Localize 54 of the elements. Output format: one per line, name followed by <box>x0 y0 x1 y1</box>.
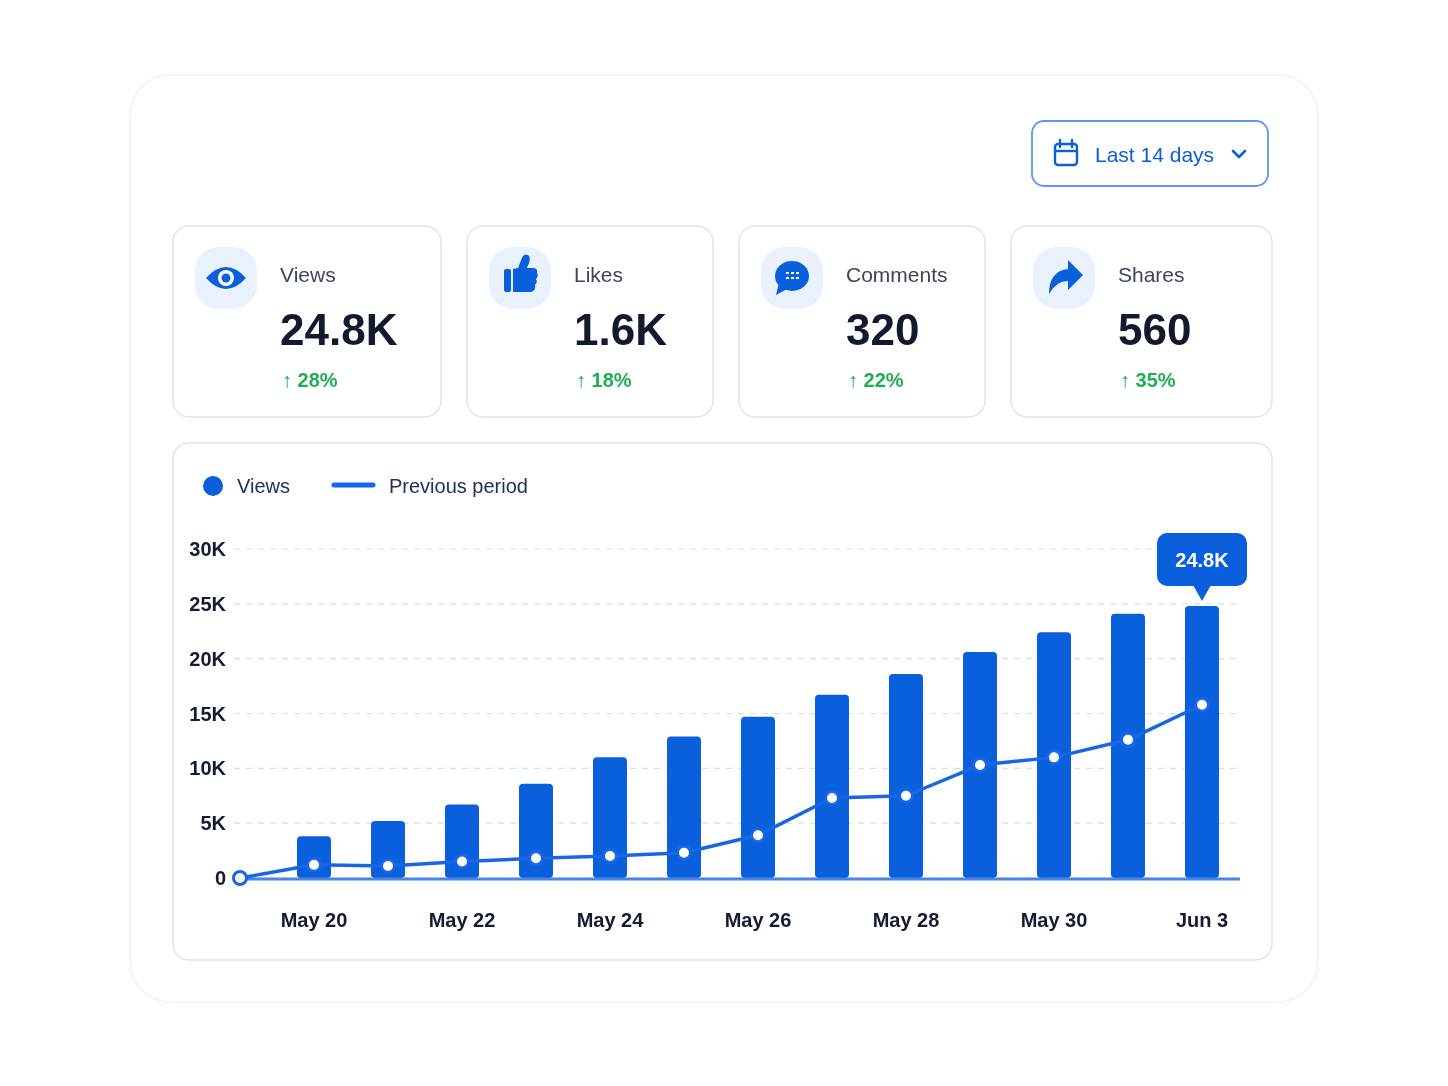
point <box>898 787 914 804</box>
bar <box>519 783 553 878</box>
text: Last 14 days <box>1095 143 1215 166</box>
point <box>380 857 396 874</box>
x-tick-label: May 22 <box>428 909 496 931</box>
bar <box>667 736 701 878</box>
y-tick-label: 5K <box>200 812 227 835</box>
point <box>676 844 692 861</box>
y-tick-label: 30K <box>189 538 227 560</box>
data-label: 24.8K <box>1175 549 1230 572</box>
text: ↑ 22% <box>848 369 904 391</box>
bar <box>1111 613 1145 878</box>
y-tick-label: 0 <box>214 867 226 889</box>
point <box>1120 731 1136 748</box>
point <box>528 850 544 867</box>
text: Views <box>280 263 336 286</box>
x-tick-label: Jun 3 <box>1175 909 1229 931</box>
text: Shares <box>1118 263 1185 286</box>
point <box>454 853 470 870</box>
text: ↑ 35% <box>1120 369 1176 391</box>
text: 560 <box>1118 305 1192 354</box>
point <box>1194 696 1210 713</box>
x-tick-label: May 26 <box>724 909 792 931</box>
point <box>232 870 248 886</box>
point <box>602 848 618 865</box>
bar <box>889 674 923 878</box>
bar <box>1185 606 1219 878</box>
x-tick-label: May 20 <box>280 909 348 931</box>
point <box>1046 749 1062 766</box>
point <box>750 827 766 844</box>
y-tick-label: 20K <box>189 647 227 670</box>
y-tick-label: 15K <box>189 702 227 725</box>
text: ↑ 28% <box>282 369 338 391</box>
bar <box>741 716 775 878</box>
text: 24.8K <box>280 305 398 354</box>
legend-label: Previous period <box>388 475 528 497</box>
x-tick-label: May 24 <box>576 909 645 931</box>
bar <box>1037 632 1071 878</box>
text: ↑ 18% <box>576 369 632 391</box>
text: Likes <box>574 263 624 286</box>
point <box>824 789 840 806</box>
y-tick-label: 10K <box>189 757 227 780</box>
x-tick-label: May 28 <box>872 909 940 931</box>
bar <box>445 804 479 878</box>
text: 320 <box>846 305 920 354</box>
bar <box>963 652 997 878</box>
x-tick-label: May 30 <box>1020 909 1088 931</box>
text: 1.6K <box>574 305 668 354</box>
point <box>972 757 988 774</box>
bar <box>593 757 627 878</box>
legend-label: Views <box>237 475 290 497</box>
y-tick-label: 25K <box>189 592 227 615</box>
text: Comments <box>846 263 948 286</box>
bar <box>815 694 849 878</box>
